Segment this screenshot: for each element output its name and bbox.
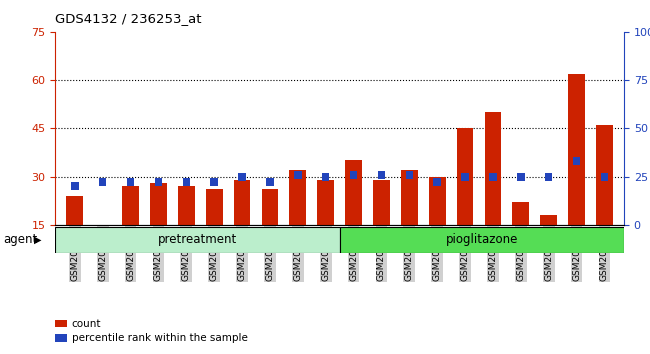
Bar	[568, 74, 585, 225]
Bar	[350, 171, 358, 179]
Bar	[545, 172, 552, 181]
Text: percentile rank within the sample: percentile rank within the sample	[72, 333, 248, 343]
Bar	[261, 189, 278, 225]
Bar	[573, 157, 580, 165]
Bar	[485, 112, 501, 225]
Bar	[239, 172, 246, 181]
Bar	[294, 171, 302, 179]
Bar	[71, 182, 79, 190]
Bar	[457, 128, 473, 225]
Bar	[234, 180, 250, 225]
Bar	[517, 172, 525, 181]
Bar	[150, 183, 167, 225]
Bar	[378, 171, 385, 179]
Bar	[155, 178, 162, 186]
Bar	[66, 196, 83, 225]
Bar	[540, 215, 557, 225]
Text: pretreatment: pretreatment	[158, 233, 237, 246]
Bar	[211, 178, 218, 186]
Bar	[429, 177, 445, 225]
Bar	[462, 172, 469, 181]
Bar	[289, 170, 306, 225]
Bar	[99, 178, 107, 186]
Bar	[406, 171, 413, 179]
Bar	[373, 180, 390, 225]
Bar	[266, 178, 274, 186]
Bar	[489, 172, 497, 181]
Bar	[122, 186, 139, 225]
Bar	[434, 178, 441, 186]
Bar	[206, 189, 222, 225]
Bar	[317, 180, 334, 225]
Bar	[127, 178, 135, 186]
Text: count: count	[72, 319, 101, 329]
Text: ▶: ▶	[34, 235, 42, 245]
Bar	[322, 172, 330, 181]
Bar	[345, 160, 362, 225]
Bar	[55, 227, 339, 253]
Bar	[183, 178, 190, 186]
Bar	[339, 227, 624, 253]
Bar	[596, 125, 613, 225]
Text: GDS4132 / 236253_at: GDS4132 / 236253_at	[55, 12, 201, 25]
Bar	[512, 202, 529, 225]
Bar	[601, 172, 608, 181]
Text: pioglitazone: pioglitazone	[446, 233, 518, 246]
Bar	[401, 170, 418, 225]
Text: agent: agent	[3, 233, 38, 246]
Bar	[178, 186, 194, 225]
